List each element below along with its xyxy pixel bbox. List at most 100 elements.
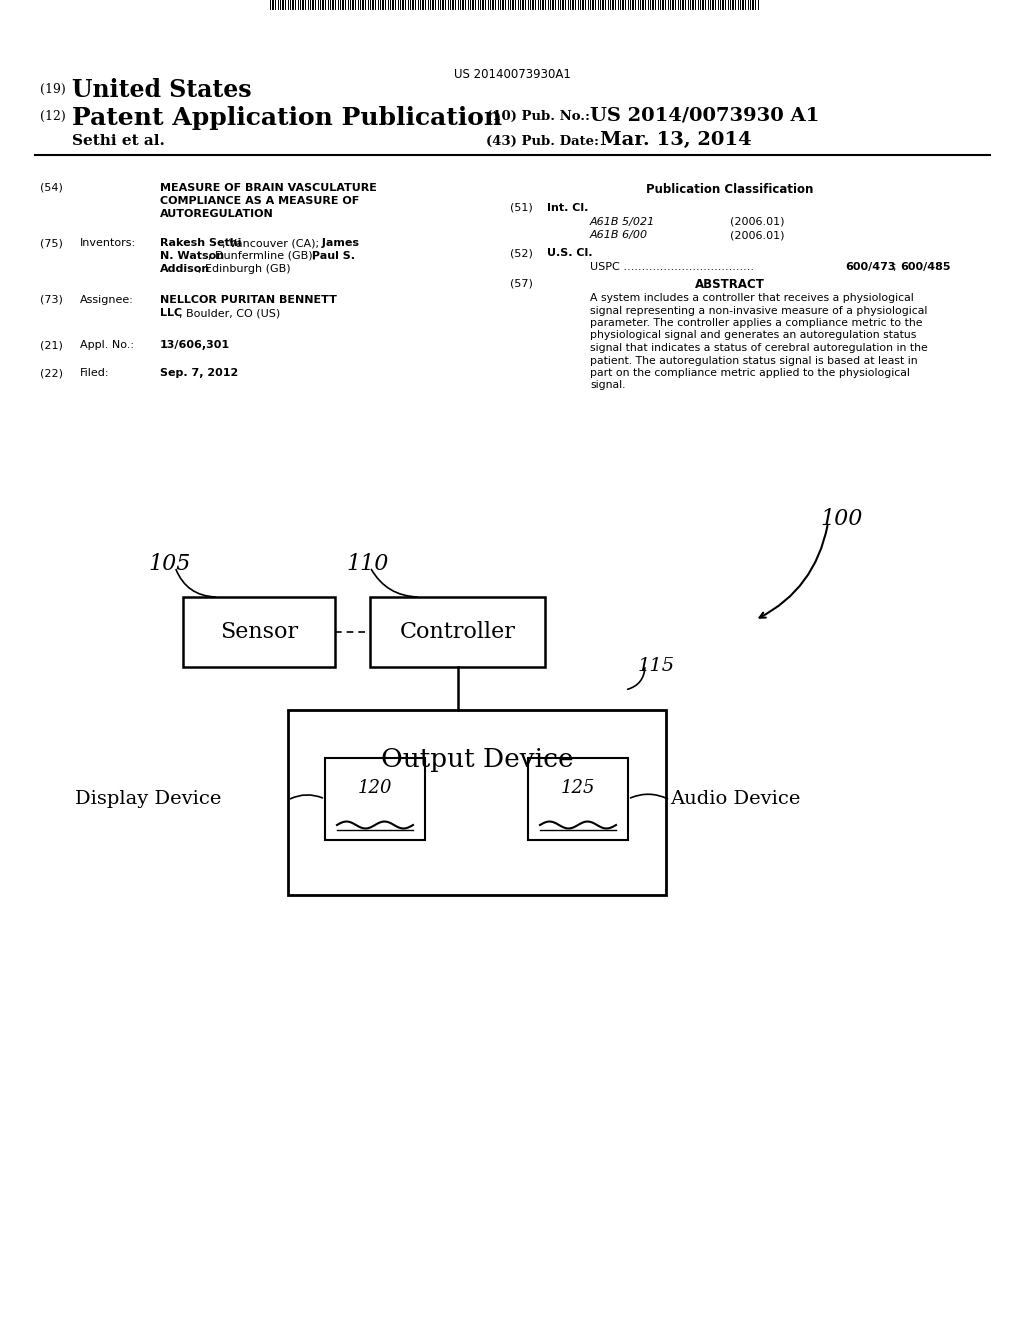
Bar xyxy=(482,0,484,11)
Text: (19): (19) xyxy=(40,83,66,96)
Bar xyxy=(472,0,474,11)
Bar xyxy=(288,710,666,895)
Text: ;: ; xyxy=(893,261,900,272)
Text: NELLCOR PURITAN BENNETT: NELLCOR PURITAN BENNETT xyxy=(160,294,337,305)
Bar xyxy=(722,0,724,11)
Text: COMPLIANCE AS A MEASURE OF: COMPLIANCE AS A MEASURE OF xyxy=(160,195,359,206)
Bar xyxy=(322,0,324,11)
Bar xyxy=(432,0,434,11)
Text: Rakesh Sethi: Rakesh Sethi xyxy=(160,238,242,248)
Text: 120: 120 xyxy=(357,779,392,797)
Bar xyxy=(522,0,524,11)
Text: James: James xyxy=(318,238,359,248)
Text: parameter. The controller applies a compliance metric to the: parameter. The controller applies a comp… xyxy=(590,318,923,327)
Text: (57): (57) xyxy=(510,279,532,288)
Text: Sethi et al.: Sethi et al. xyxy=(72,135,165,148)
Bar xyxy=(572,0,574,11)
Bar xyxy=(692,0,694,11)
Bar xyxy=(672,0,674,11)
Bar xyxy=(412,0,414,11)
Bar xyxy=(422,0,424,11)
Text: (43) Pub. Date:: (43) Pub. Date: xyxy=(486,135,599,148)
Bar xyxy=(362,0,364,11)
Text: Sep. 7, 2012: Sep. 7, 2012 xyxy=(160,368,239,378)
Bar xyxy=(183,597,335,667)
Bar xyxy=(292,0,294,11)
Bar xyxy=(502,0,504,11)
Text: United States: United States xyxy=(72,78,252,102)
Bar xyxy=(492,0,494,11)
Text: (2006.01): (2006.01) xyxy=(730,216,784,227)
Bar xyxy=(662,0,664,11)
Bar xyxy=(642,0,644,11)
Text: Appl. No.:: Appl. No.: xyxy=(80,341,134,350)
Text: 115: 115 xyxy=(638,657,675,675)
Text: Inventors:: Inventors: xyxy=(80,238,136,248)
Text: , Edinburgh (GB): , Edinburgh (GB) xyxy=(198,264,291,275)
Text: , Boulder, CO (US): , Boulder, CO (US) xyxy=(179,308,281,318)
Bar xyxy=(652,0,654,11)
Text: A61B 6/00: A61B 6/00 xyxy=(590,230,648,240)
Bar xyxy=(528,758,628,840)
Text: Addison: Addison xyxy=(160,264,210,275)
Bar xyxy=(302,0,304,11)
Bar xyxy=(442,0,444,11)
Text: ....................................: .................................... xyxy=(620,261,758,272)
Bar xyxy=(592,0,594,11)
Text: 600/473: 600/473 xyxy=(845,261,896,272)
Text: 13/606,301: 13/606,301 xyxy=(160,341,230,350)
Bar xyxy=(352,0,354,11)
Text: (51): (51) xyxy=(510,203,532,213)
Bar xyxy=(562,0,564,11)
Text: , Dunfermline (GB);: , Dunfermline (GB); xyxy=(208,251,316,261)
Bar xyxy=(392,0,394,11)
Bar xyxy=(462,0,464,11)
Bar xyxy=(552,0,554,11)
Text: Assignee:: Assignee: xyxy=(80,294,134,305)
Text: Output Device: Output Device xyxy=(381,747,573,772)
Text: A system includes a controller that receives a physiological: A system includes a controller that rece… xyxy=(590,293,913,304)
Bar xyxy=(622,0,624,11)
Bar xyxy=(582,0,584,11)
Text: Patent Application Publication: Patent Application Publication xyxy=(72,106,502,129)
Text: part on the compliance metric applied to the physiological: part on the compliance metric applied to… xyxy=(590,368,910,378)
Bar xyxy=(612,0,614,11)
Text: (52): (52) xyxy=(510,248,532,257)
Text: Paul S.: Paul S. xyxy=(308,251,355,261)
Text: A61B 5/021: A61B 5/021 xyxy=(590,216,655,227)
Text: MEASURE OF BRAIN VASCULATURE: MEASURE OF BRAIN VASCULATURE xyxy=(160,183,377,193)
Bar xyxy=(632,0,634,11)
Bar xyxy=(402,0,404,11)
Bar xyxy=(312,0,314,11)
Text: 125: 125 xyxy=(561,779,595,797)
Text: 110: 110 xyxy=(346,553,388,576)
Bar xyxy=(712,0,714,11)
Text: 100: 100 xyxy=(820,508,862,531)
Bar xyxy=(325,758,425,840)
Bar xyxy=(742,0,744,11)
Text: (10) Pub. No.:: (10) Pub. No.: xyxy=(486,110,590,123)
Text: (22): (22) xyxy=(40,368,63,378)
Text: Sensor: Sensor xyxy=(220,620,298,643)
Text: (54): (54) xyxy=(40,183,62,193)
Bar xyxy=(332,0,334,11)
Bar xyxy=(372,0,374,11)
Text: (73): (73) xyxy=(40,294,62,305)
Bar xyxy=(512,0,514,11)
Text: AUTOREGULATION: AUTOREGULATION xyxy=(160,209,273,219)
Bar xyxy=(602,0,604,11)
Text: Filed:: Filed: xyxy=(80,368,110,378)
Bar xyxy=(272,0,274,11)
Text: signal that indicates a status of cerebral autoregulation in the: signal that indicates a status of cerebr… xyxy=(590,343,928,352)
Text: signal representing a non-invasive measure of a physiological: signal representing a non-invasive measu… xyxy=(590,305,928,315)
Bar xyxy=(752,0,754,11)
Bar xyxy=(682,0,684,11)
Text: (75): (75) xyxy=(40,238,62,248)
Text: Audio Device: Audio Device xyxy=(670,789,801,808)
Bar xyxy=(282,0,284,11)
Text: US 2014/0073930 A1: US 2014/0073930 A1 xyxy=(590,106,819,124)
Text: U.S. Cl.: U.S. Cl. xyxy=(547,248,593,257)
Text: 105: 105 xyxy=(148,553,190,576)
Text: Publication Classification: Publication Classification xyxy=(646,183,814,195)
Bar xyxy=(702,0,705,11)
